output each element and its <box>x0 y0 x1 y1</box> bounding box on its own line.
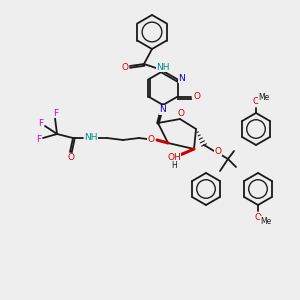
Text: O: O <box>214 146 221 155</box>
Text: O: O <box>148 134 154 143</box>
Text: O: O <box>254 212 262 221</box>
Text: O: O <box>68 154 74 163</box>
Text: NH: NH <box>156 62 170 71</box>
Text: H: H <box>171 161 177 170</box>
Text: F: F <box>36 136 42 145</box>
Text: F: F <box>53 109 58 118</box>
Text: OH: OH <box>167 154 181 163</box>
Text: Me: Me <box>260 217 272 226</box>
Text: O: O <box>193 92 200 101</box>
Text: F: F <box>38 118 43 127</box>
Text: N: N <box>178 74 185 83</box>
Text: N: N <box>160 106 167 115</box>
Text: O: O <box>122 62 128 71</box>
Text: O: O <box>178 109 184 118</box>
Text: O: O <box>253 98 260 106</box>
Text: Me: Me <box>258 94 270 103</box>
Text: NH: NH <box>84 133 98 142</box>
